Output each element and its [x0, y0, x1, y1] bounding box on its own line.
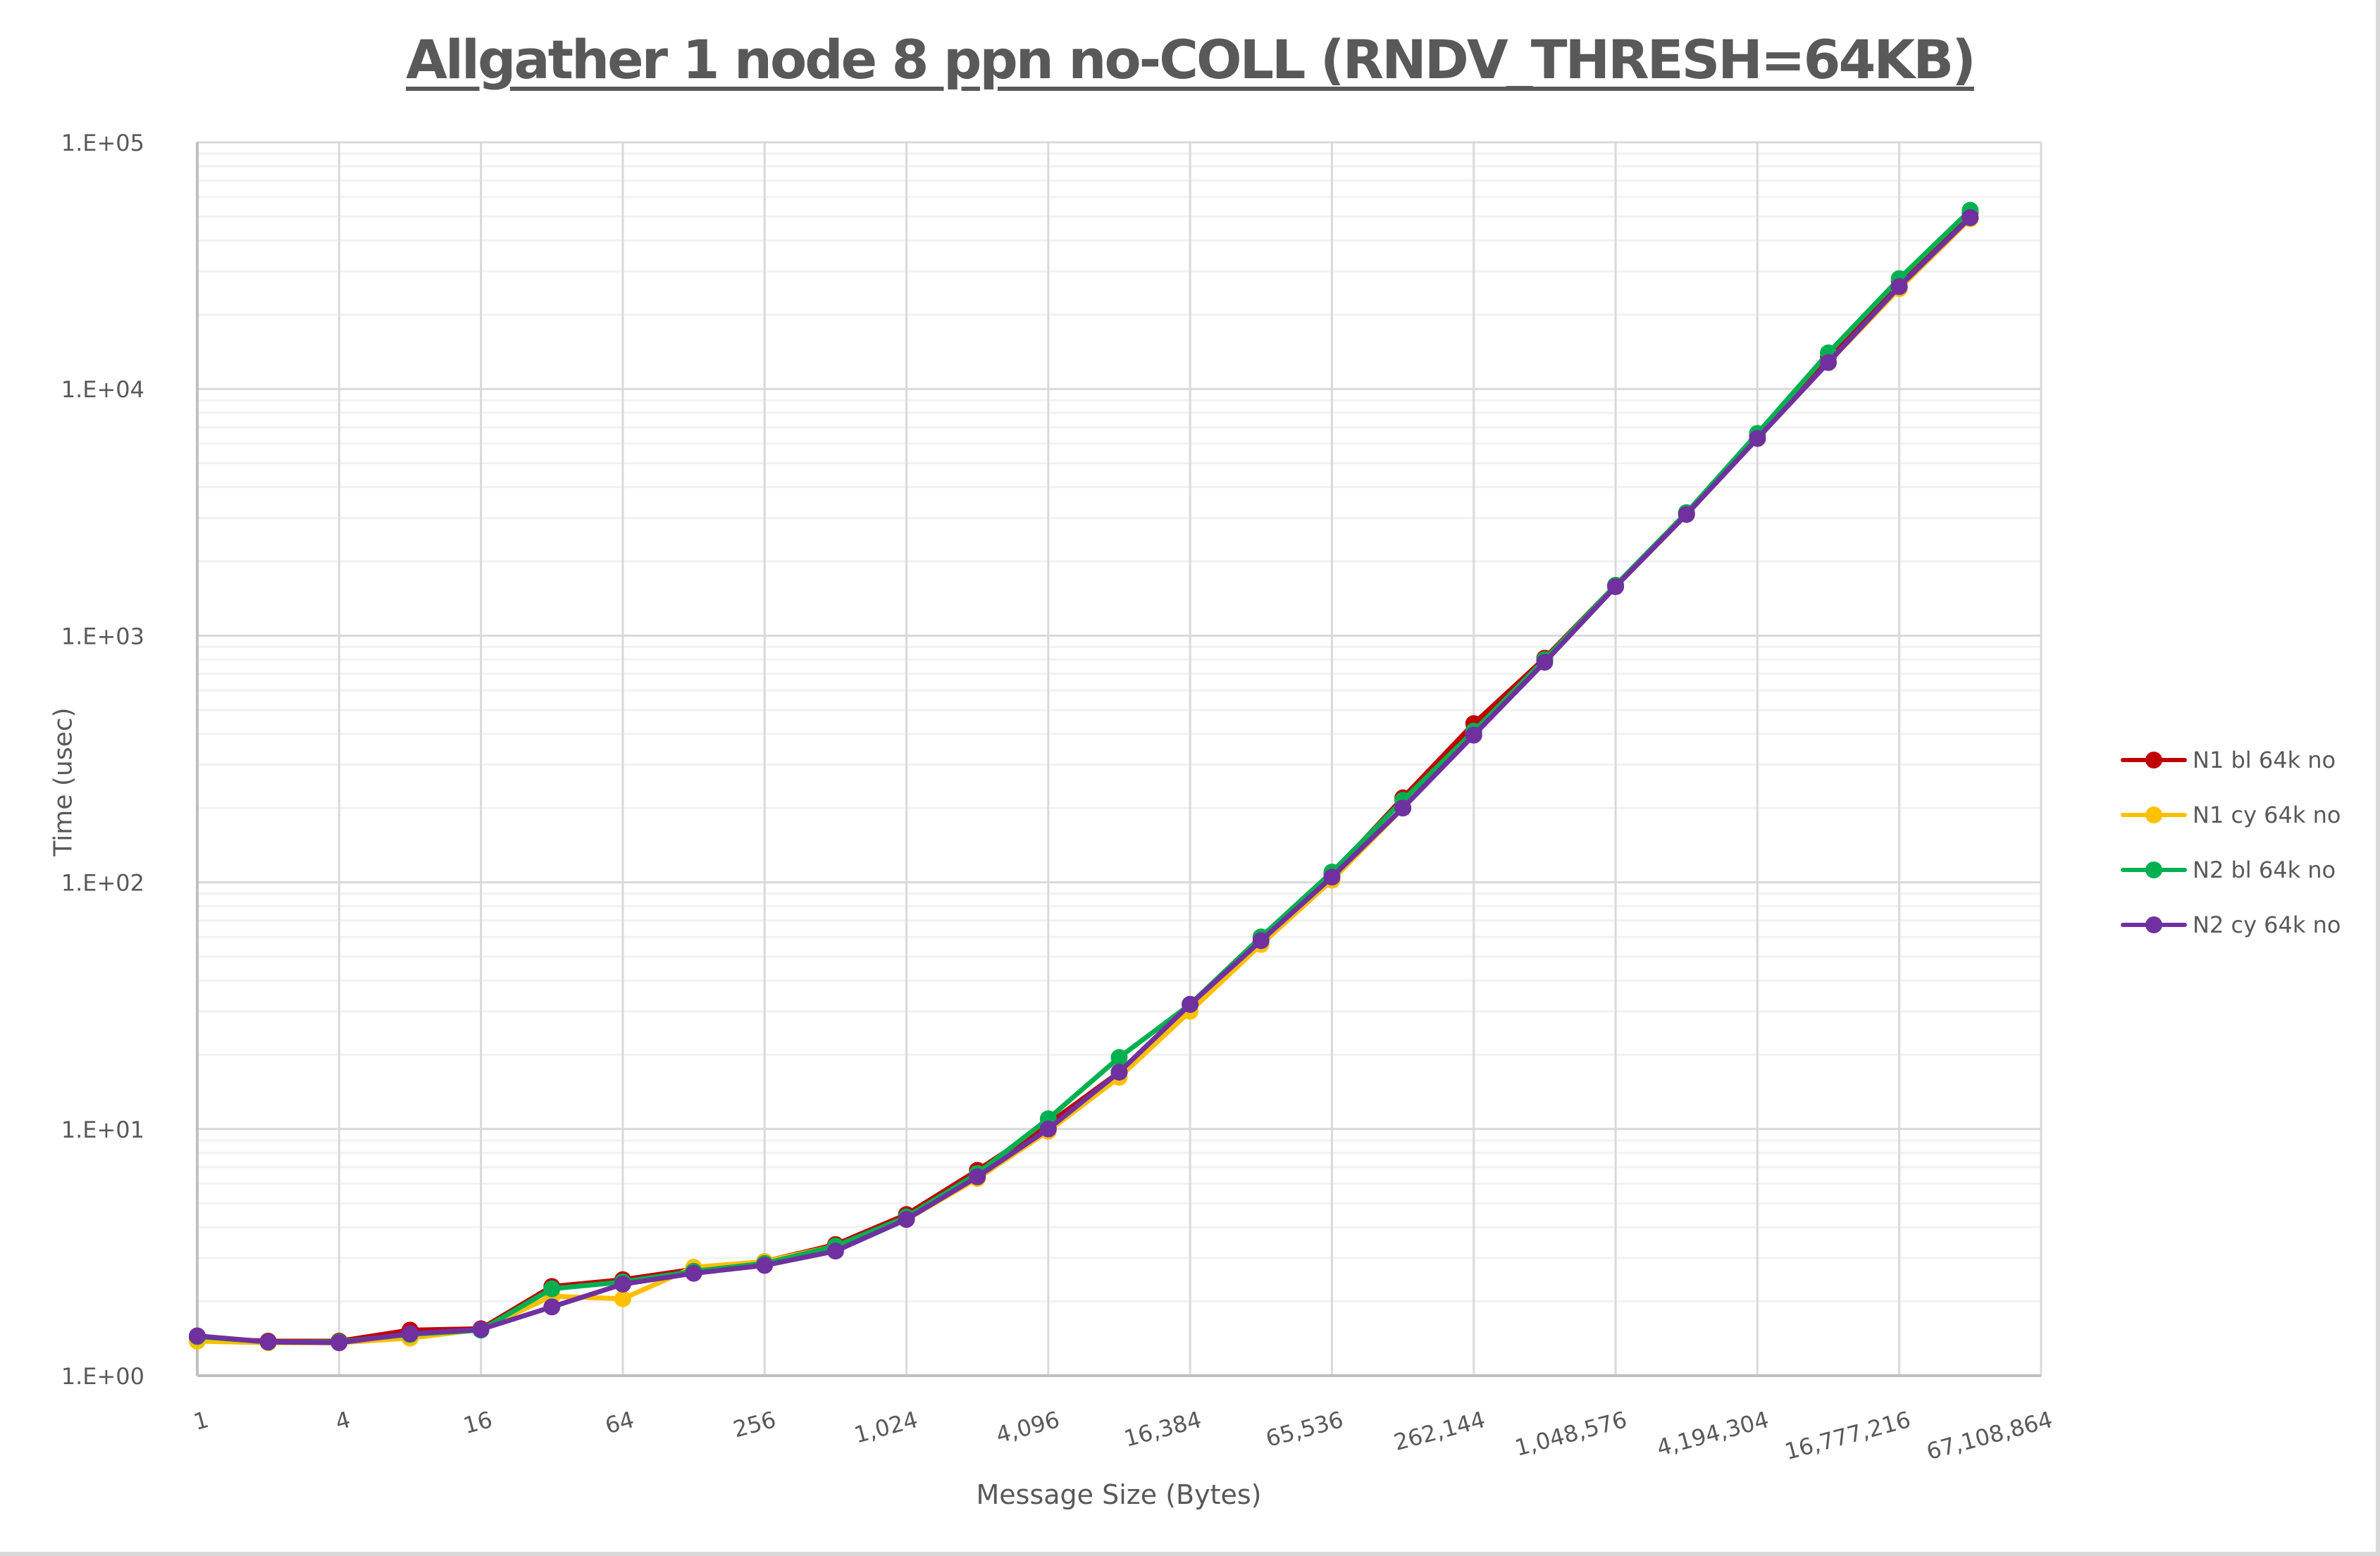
x-tick-label: 256: [730, 1406, 779, 1443]
data-point-marker: [614, 1276, 631, 1293]
legend-item-n1-bl[interactable]: N1 bl 64k no: [2121, 733, 2341, 788]
data-point-marker: [1607, 578, 1625, 595]
y-tick-label: 1.E+03: [61, 623, 144, 649]
data-point-marker: [1536, 654, 1554, 671]
x-tick-label: 65,536: [1263, 1406, 1346, 1452]
chart-title: Allgather 1 node 8 ppn no-COLL (RNDV_THR…: [406, 28, 1976, 91]
y-tick-label: 1.E+02: [61, 870, 144, 897]
data-point-marker: [401, 1325, 419, 1343]
data-point-marker: [1961, 208, 1979, 226]
legend-item-n2-bl[interactable]: N2 bl 64k no: [2121, 842, 2341, 897]
x-tick-label: 4: [333, 1406, 354, 1436]
data-point-marker: [1890, 278, 1908, 295]
data-point-marker: [259, 1333, 277, 1351]
x-tick-label: 67,108,864: [1923, 1406, 2055, 1465]
data-point-marker: [1110, 1064, 1128, 1081]
x-tick-label: 1,048,576: [1512, 1406, 1630, 1462]
x-tick-label: 1: [191, 1406, 212, 1436]
series-n2-bl-64k-no: [189, 201, 1979, 1351]
x-tick-label: 4,194,304: [1654, 1406, 1771, 1462]
legend-item-n2-cy[interactable]: N2 cy 64k no: [2121, 897, 2341, 952]
line-marker-icon: [2121, 916, 2187, 933]
line-marker-icon: [2121, 807, 2187, 823]
series-n1-cy-64k-no: [189, 210, 1979, 1352]
data-point-marker: [330, 1334, 348, 1352]
data-point-marker: [1394, 799, 1412, 817]
legend-label: N1 cy 64k no: [2193, 802, 2341, 828]
data-point-marker: [1749, 430, 1766, 447]
axes: [196, 142, 2041, 1377]
legend-item-n1-cy[interactable]: N1 cy 64k no: [2121, 788, 2341, 842]
series-line: [194, 216, 1973, 1345]
line-marker-icon: [2121, 861, 2187, 878]
y-tick-label: 1.E+04: [61, 376, 144, 403]
data-point-marker: [1110, 1049, 1128, 1066]
legend-label: N2 bl 64k no: [2193, 857, 2336, 883]
data-point-marker: [685, 1264, 702, 1282]
legend-label: N1 bl 64k no: [2193, 747, 2336, 773]
series-line: [194, 208, 1973, 1345]
series-line: [194, 215, 1973, 1345]
data-point-marker: [543, 1280, 561, 1297]
data-point-marker: [1182, 995, 1199, 1013]
data-point-marker: [1323, 869, 1341, 886]
x-tick-label: 262,144: [1391, 1406, 1488, 1456]
legend: N1 bl 64k no N1 cy 64k no N2 bl 64k no N…: [2121, 733, 2341, 952]
x-axis-title: Message Size (Bytes): [976, 1479, 1262, 1510]
series-n1-bl-64k-no: [189, 204, 1979, 1350]
data-point-marker: [1678, 506, 1695, 523]
data-point-marker: [1039, 1120, 1057, 1138]
line-marker-icon: [2121, 752, 2187, 768]
data-point-marker: [189, 1327, 206, 1345]
data-point-marker: [614, 1290, 631, 1307]
legend-label: N2 cy 64k no: [2193, 911, 2341, 938]
x-tick-label: 4,096: [993, 1406, 1062, 1448]
series-line: [194, 209, 1973, 1344]
data-point-marker: [969, 1168, 986, 1185]
y-tick-label: 1.E+05: [61, 130, 144, 156]
series-n2-cy-64k-no: [189, 208, 1979, 1352]
x-tick-label: 16: [461, 1406, 495, 1439]
tick-labels: 1.E+00 1.E+01 1.E+02 1.E+03 1.E+04 1.E+05 1 4 16…: [61, 130, 2055, 1465]
y-tick-label: 1.E+01: [61, 1116, 144, 1143]
data-point-marker: [1820, 354, 1837, 371]
data-point-marker: [898, 1211, 915, 1228]
data-point-marker: [826, 1243, 844, 1260]
data-point-marker: [756, 1257, 774, 1274]
data-point-marker: [472, 1321, 490, 1338]
data-series: [189, 201, 1979, 1352]
x-tick-label: 16,777,216: [1782, 1406, 1914, 1465]
data-point-marker: [543, 1298, 561, 1316]
data-point-marker: [1252, 932, 1270, 950]
y-tick-label: 1.E+00: [61, 1363, 144, 1390]
x-tick-label: 16,384: [1121, 1406, 1204, 1452]
gridlines: [196, 141, 2043, 1377]
x-tick-label: 64: [602, 1406, 637, 1439]
data-point-marker: [1465, 726, 1482, 744]
y-axis-title: Time (usec): [49, 707, 78, 857]
x-tick-label: 1,024: [851, 1406, 920, 1448]
